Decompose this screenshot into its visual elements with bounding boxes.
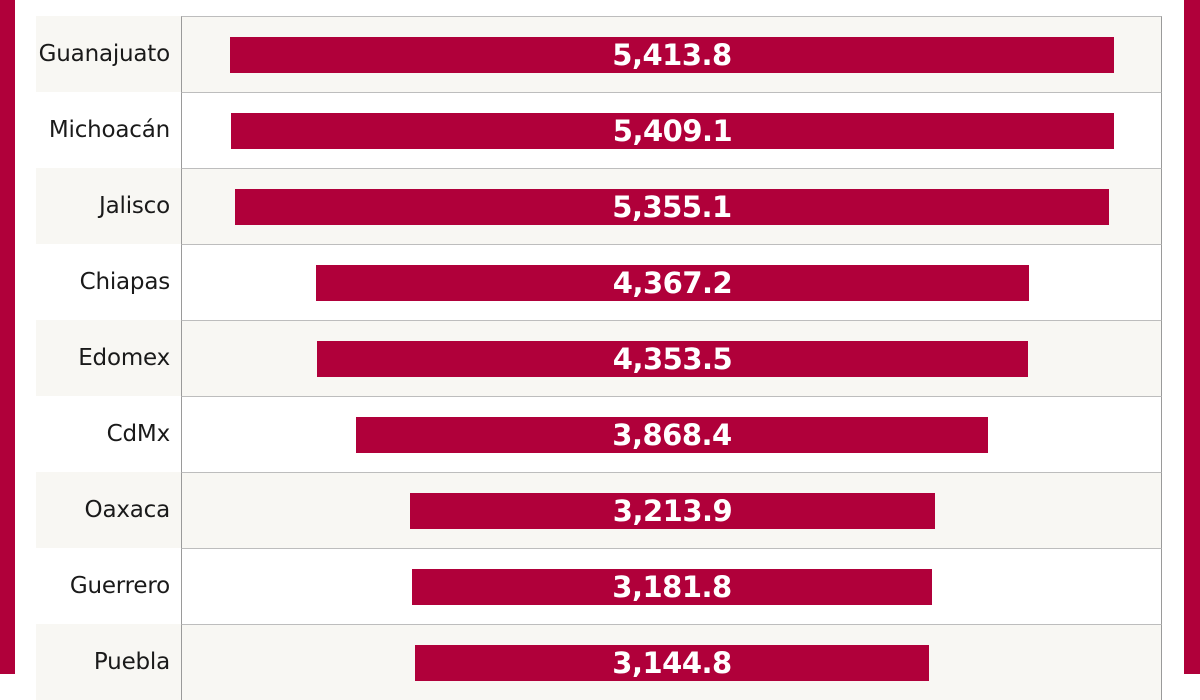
chart-row: Guanajuato 5,413.8 (36, 16, 1162, 92)
plot-cell: 5,413.8 (181, 16, 1162, 92)
plot-cell: 4,353.5 (181, 320, 1162, 396)
bar-chart: Guanajuato 5,413.8 Michoacán 5,409.1 Jal… (36, 16, 1162, 700)
chart-row: Edomex 4,353.5 (36, 320, 1162, 396)
category-label: Michoacán (48, 117, 170, 143)
chart-row: CdMx 3,868.4 (36, 396, 1162, 472)
bar: 3,144.8 (415, 645, 929, 681)
chart-row: Puebla 3,144.8 (36, 624, 1162, 700)
bar: 5,355.1 (235, 189, 1109, 225)
category-label: Puebla (36, 624, 181, 700)
category-label: Guerrero (69, 573, 170, 599)
plot-cell: 5,409.1 (181, 92, 1162, 168)
plot-cell: 3,144.8 (181, 624, 1162, 700)
bar: 5,413.8 (230, 37, 1114, 73)
bar: 3,213.9 (410, 493, 935, 529)
bar: 4,353.5 (317, 341, 1028, 377)
plot-cell: 3,868.4 (181, 396, 1162, 472)
left-frame-border (0, 0, 15, 674)
category-label: Jalisco (36, 168, 181, 244)
plot-cell: 3,181.8 (181, 548, 1162, 624)
bar: 3,181.8 (412, 569, 932, 605)
category-label: Edomex (36, 320, 181, 396)
bar: 4,367.2 (316, 265, 1029, 301)
chart-row: Guerrero 3,181.8 (36, 548, 1162, 624)
plot-cell: 5,355.1 (181, 168, 1162, 244)
bar: 5,409.1 (231, 113, 1114, 149)
chart-row: Michoacán 5,409.1 (36, 92, 1162, 168)
category-label: CdMx (106, 421, 171, 447)
category-label: Oaxaca (36, 472, 181, 548)
right-frame-border (1184, 0, 1200, 674)
chart-row: Jalisco 5,355.1 (36, 168, 1162, 244)
plot-cell: 4,367.2 (181, 244, 1162, 320)
category-label: Chiapas (79, 269, 171, 295)
plot-cell: 3,213.9 (181, 472, 1162, 548)
chart-row: Chiapas 4,367.2 (36, 244, 1162, 320)
category-label: Guanajuato (36, 16, 181, 92)
bar: 3,868.4 (356, 417, 988, 453)
chart-row: Oaxaca 3,213.9 (36, 472, 1162, 548)
